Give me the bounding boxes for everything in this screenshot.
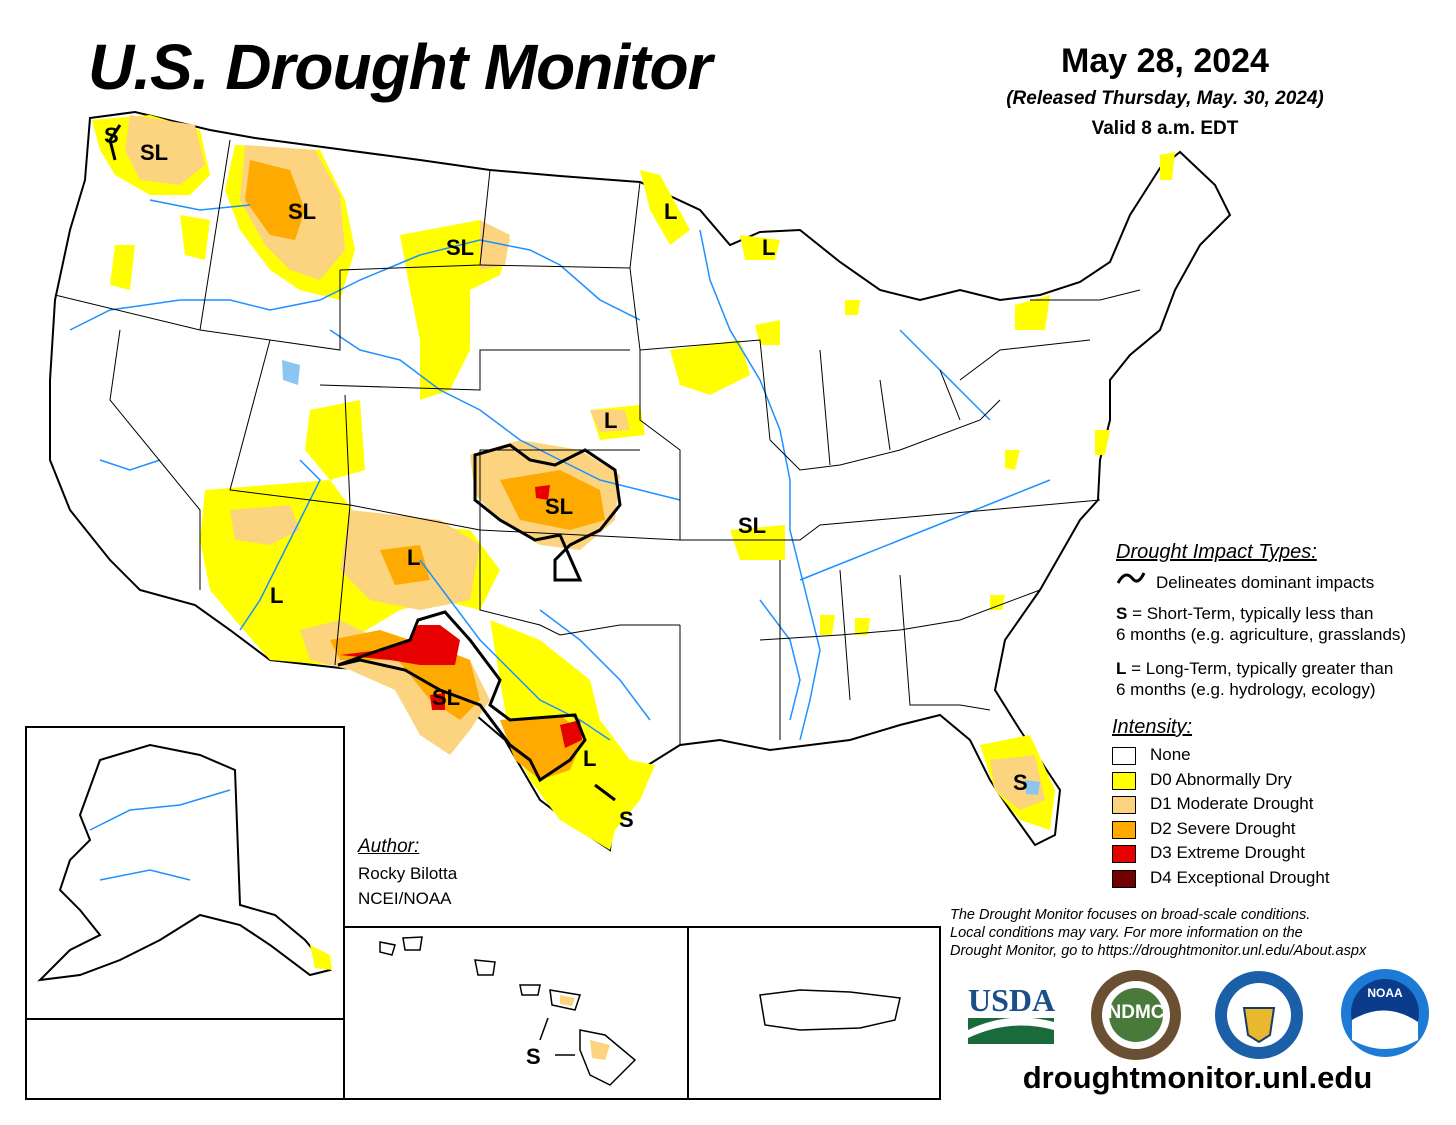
note-line-2: Local conditions may vary. For more info…: [950, 925, 1303, 941]
map-label-ks-sl: SL: [545, 494, 573, 519]
commerce-logo: [1215, 971, 1303, 1059]
noaa-logo: [1341, 969, 1429, 1057]
aleutians-inset-frame: [25, 1018, 345, 1100]
impact-types-heading: Drought Impact Types:: [1116, 541, 1317, 563]
author-heading: Author:: [358, 836, 420, 857]
intensity-legend: None D0 Abnormally Dry D1 Moderate Drought…: [1112, 745, 1412, 895]
map-label-hi-s: S: [526, 1044, 541, 1069]
note-line-1: The Drought Monitor focuses on broad-sca…: [950, 907, 1311, 923]
map-label-mt-sl: SL: [288, 199, 316, 224]
ndmc-logo: [1091, 970, 1181, 1060]
conus-outline: [49, 110, 1232, 852]
ndmc-logo-text: NDMC: [1107, 1002, 1165, 1023]
map-label-wa-s: S: [104, 123, 119, 148]
map-label-mn-l: L: [664, 199, 677, 224]
rivers: [69, 199, 1051, 741]
hawaii-d1: [560, 995, 610, 1060]
short-term-line2: 6 months (e.g. agriculture, grasslands): [1116, 625, 1407, 644]
alaska-d0: [310, 945, 332, 970]
long-term-desc: L = Long-Term, typically greater than 6 …: [1116, 658, 1393, 700]
map-label-az-l: L: [270, 583, 283, 608]
long-term-key: L: [1116, 659, 1127, 678]
map-label-wi-l: L: [762, 235, 775, 260]
map-label-wa-sl: SL: [140, 140, 168, 165]
intensity-swatch: [1112, 820, 1136, 839]
map-label-tx-s: S: [619, 807, 634, 832]
lakes: [282, 360, 1040, 795]
disclaimer-note: The Drought Monitor focuses on broad-sca…: [950, 906, 1420, 960]
puerto-rico-inset-frame: [687, 926, 941, 1100]
delineates-text: Delineates dominant impacts: [1156, 573, 1375, 592]
page-title: U.S. Drought Monitor: [88, 31, 712, 103]
map-label-nd-sl: SL: [446, 235, 474, 260]
intensity-label: None: [1150, 745, 1191, 764]
long-term-line1: = Long-Term, typically greater than: [1126, 659, 1394, 678]
usda-logo-text: USDA: [968, 982, 1056, 1018]
map-label-fl-s: S: [1013, 770, 1028, 795]
intensity-swatch: [1112, 845, 1136, 863]
intensity-swatch: [1112, 796, 1136, 814]
short-term-line1: = Short-Term, typically less than: [1127, 604, 1374, 623]
map-label-tx-l: L: [583, 746, 596, 771]
released-date: (Released Thursday, May. 30, 2024): [1006, 88, 1324, 109]
intensity-label: D0 Abnormally Dry: [1150, 769, 1292, 789]
valid-time: Valid 8 a.m. EDT: [1091, 118, 1239, 139]
state-boundaries: [54, 139, 1141, 745]
map-label-nm-l: L: [407, 545, 420, 570]
long-term-line2: 6 months (e.g. hydrology, ecology): [1116, 680, 1376, 699]
hawaii-inset-frame: [343, 926, 689, 1100]
short-term-desc: S = Short-Term, typically less than 6 mo…: [1116, 603, 1406, 645]
impact-curve-icon: [1116, 572, 1146, 584]
note-line-3: Drought Monitor, go to https://droughtmo…: [950, 943, 1367, 959]
map-label-tx-sl: SL: [432, 685, 460, 710]
intensity-label: D2 Severe Drought: [1150, 818, 1296, 838]
intensity-label: D1 Moderate Drought: [1150, 794, 1314, 813]
author-org: NCEI/NOAA: [358, 889, 452, 908]
puerto-rico-outline: [759, 989, 901, 1031]
intensity-label: D3 Extreme Drought: [1150, 843, 1305, 862]
map-label-ne-l: L: [604, 408, 617, 433]
hawaii-impact-lines: [539, 1017, 575, 1056]
intensity-swatch: [1112, 869, 1136, 888]
impact-delineations: [108, 124, 622, 802]
noaa-logo-text: NOAA: [1367, 986, 1403, 1000]
usda-logo: [968, 1017, 1054, 1044]
hawaii-islands: [379, 936, 637, 1086]
map-label-mo-sl: SL: [738, 513, 766, 538]
site-url[interactable]: droughtmonitor.unl.edu: [1022, 1060, 1373, 1095]
intensity-label: D4 Exceptional Drought: [1150, 867, 1330, 887]
map-date: May 28, 2024: [1061, 42, 1269, 80]
intensity-swatch: [1112, 771, 1136, 790]
intensity-swatch: [1112, 747, 1136, 765]
author-name: Rocky Bilotta: [358, 864, 458, 883]
alaska-outline: [37, 743, 332, 982]
short-term-key: S: [1116, 604, 1128, 623]
intensity-heading: Intensity:: [1112, 716, 1193, 738]
alaska-rivers: [89, 789, 231, 881]
